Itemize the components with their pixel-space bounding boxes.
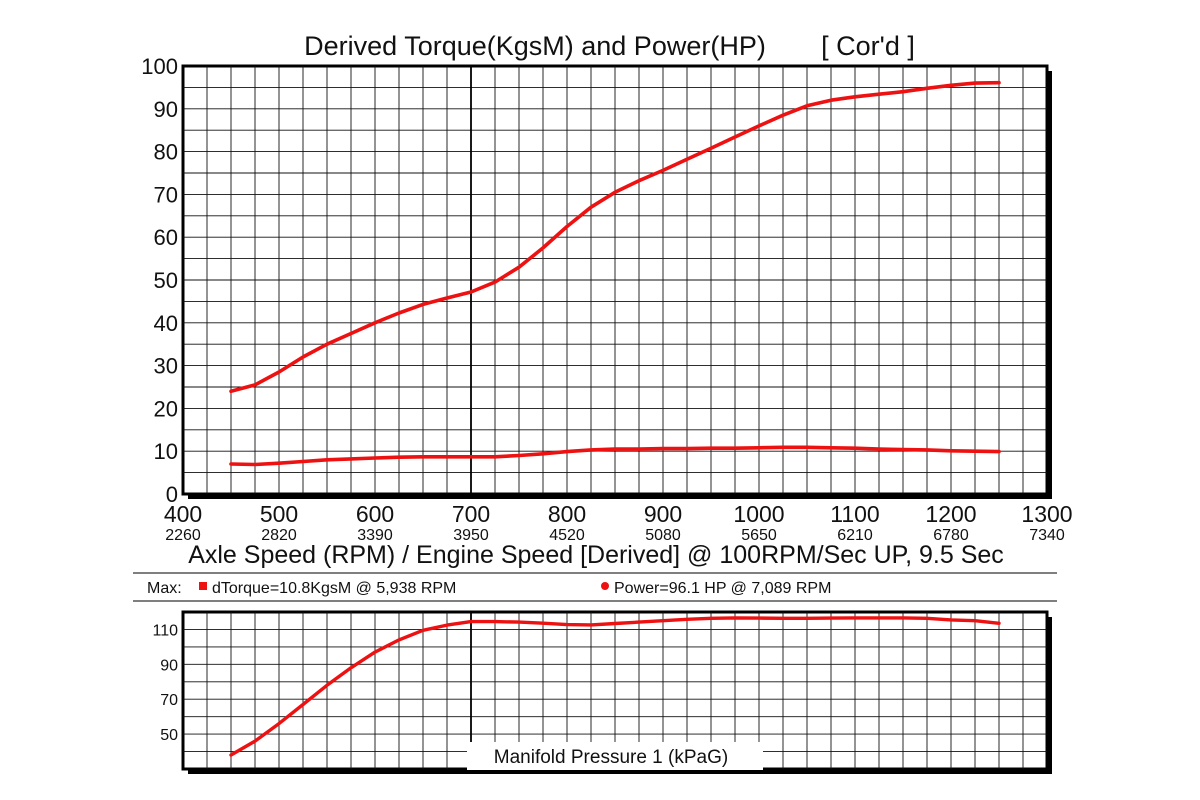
- main-y-tick-labels: 0 10 20 30 40 50 60 70 80 90 100: [141, 54, 178, 507]
- main-y-tick-label: 60: [154, 225, 178, 250]
- main-x-tick-label: 1000: [733, 501, 784, 527]
- bottom-y-tick-label: 70: [160, 692, 178, 709]
- chart-title: Derived Torque(KgsM) and Power(HP): [304, 31, 766, 61]
- main-x-secondary-tick-label: 2820: [261, 527, 297, 544]
- main-y-tick-label: 50: [154, 268, 178, 293]
- bottom-y-tick-label: 90: [160, 657, 178, 674]
- x-axis-label: Axle Speed (RPM) / Engine Speed [Derived…: [188, 541, 1004, 569]
- main-x-secondary-tick-label: 6780: [933, 527, 969, 544]
- series-line-power: [229, 80, 1001, 394]
- main-x-tick-label: 1100: [830, 501, 879, 527]
- main-y-tick-label: 40: [154, 311, 178, 336]
- main-y-tick-label: 30: [154, 354, 178, 379]
- main-y-tick-label: 100: [141, 54, 178, 79]
- chart-subtitle: [ Cor'd ]: [821, 31, 915, 61]
- main-x-secondary-tick-label: 5650: [741, 527, 777, 544]
- main-x-tick-label: 500: [260, 501, 298, 527]
- main-x-secondary-tick-label: 7340: [1029, 527, 1065, 544]
- main-x-tick-label: 900: [644, 501, 682, 527]
- main-series: [229, 80, 1001, 467]
- torque-legend-marker: [199, 582, 207, 590]
- main-x-tick-label: 600: [356, 501, 394, 527]
- main-y-tick-label: 20: [154, 396, 178, 421]
- main-x-secondary-tick-labels: 2260 2820 3390 3950 4520 5080 5650 6210 6780 7340: [165, 527, 1065, 544]
- bottom-series: [229, 616, 1001, 757]
- main-x-tick-label: 1200: [925, 501, 976, 527]
- max-power-text: Power=96.1 HP @ 7,089 RPM: [614, 580, 831, 597]
- main-y-tick-label: 90: [154, 97, 178, 122]
- manifold-label-box: [467, 742, 763, 770]
- series-line-torque: [229, 445, 1001, 467]
- bottom-y-tick-label: 50: [160, 727, 178, 744]
- main-x-secondary-tick-label: 6210: [837, 527, 873, 544]
- bottom-y-tick-labels: 50 70 90 110: [152, 622, 178, 744]
- main-x-secondary-tick-label: 2260: [165, 527, 201, 544]
- main-y-tick-label: 70: [154, 182, 178, 207]
- main-x-tick-labels: 400 500 600 700 800 900 1000 1100 1200 1300: [164, 501, 1073, 527]
- main-grid: [183, 66, 1047, 494]
- bottom-y-tick-label: 110: [152, 622, 178, 639]
- main-y-tick-label: 10: [154, 439, 178, 464]
- main-y-tick-label: 80: [154, 140, 178, 165]
- main-x-tick-label: 1300: [1021, 501, 1072, 527]
- main-x-secondary-tick-label: 5080: [645, 527, 681, 544]
- main-x-secondary-tick-label: 3390: [357, 527, 393, 544]
- main-x-tick-label: 400: [164, 501, 202, 527]
- series-line-manifold: [229, 616, 1001, 757]
- power-legend-marker: [601, 582, 609, 590]
- manifold-pressure-label: Manifold Pressure 1 (kPaG): [494, 747, 728, 768]
- main-y-tick-label: 0: [166, 482, 178, 507]
- main-x-tick-label: 800: [548, 501, 586, 527]
- max-prefix: Max:: [147, 580, 182, 597]
- max-torque-text: dTorque=10.8KgsM @ 5,938 RPM: [212, 580, 456, 597]
- main-x-secondary-tick-label: 4520: [549, 527, 585, 544]
- main-x-secondary-tick-label: 3950: [453, 527, 489, 544]
- main-x-tick-label: 700: [452, 501, 490, 527]
